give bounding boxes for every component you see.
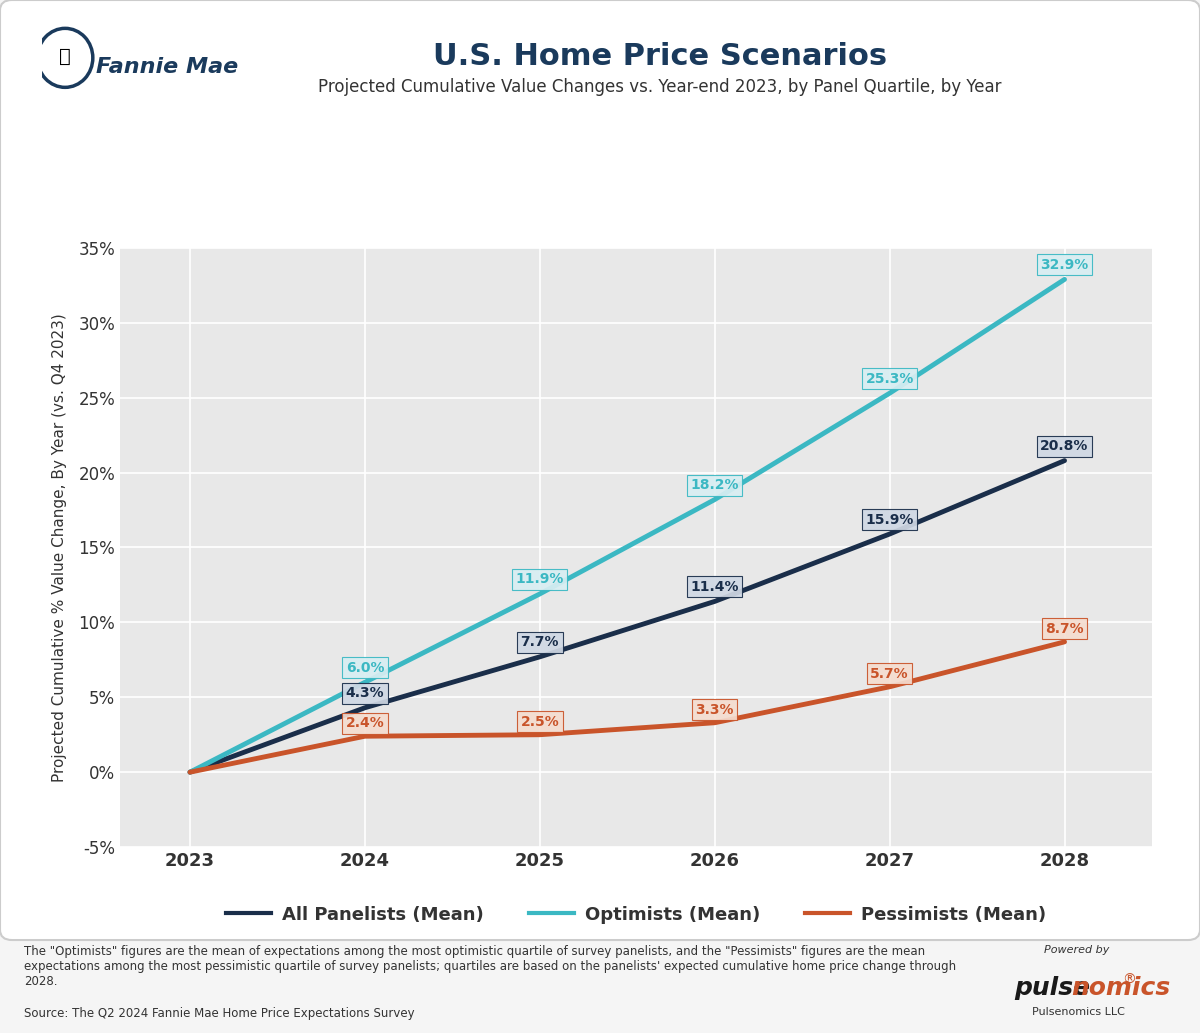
Text: Fannie Mae: Fannie Mae [96,57,239,77]
Text: 2.4%: 2.4% [346,716,384,730]
Text: 7.7%: 7.7% [521,635,559,650]
Text: Projected Cumulative Value Changes vs. Year-end 2023, by Panel Quartile, by Year: Projected Cumulative Value Changes vs. Y… [318,77,1002,96]
Y-axis label: Projected Cumulative % Value Change, By Year (vs. Q4 2023): Projected Cumulative % Value Change, By … [53,313,67,782]
Text: Powered by: Powered by [1044,945,1109,956]
Text: 18.2%: 18.2% [690,478,739,492]
Text: Pulsenomics LLC: Pulsenomics LLC [1032,1007,1124,1018]
Text: 11.4%: 11.4% [690,580,739,594]
Text: 6.0%: 6.0% [346,661,384,675]
Text: 8.7%: 8.7% [1045,622,1084,636]
Text: 32.9%: 32.9% [1040,258,1088,272]
Text: 11.9%: 11.9% [516,572,564,587]
Text: 25.3%: 25.3% [865,372,914,385]
Text: The "Optimists" figures are the mean of expectations among the most optimistic q: The "Optimists" figures are the mean of … [24,945,956,989]
Text: U.S. Home Price Scenarios: U.S. Home Price Scenarios [433,42,887,71]
Text: Source: The Q2 2024 Fannie Mae Home Price Expectations Survey: Source: The Q2 2024 Fannie Mae Home Pric… [24,1007,415,1021]
Text: 2.5%: 2.5% [521,715,559,728]
Text: 15.9%: 15.9% [865,512,914,527]
Legend: All Panelists (Mean), Optimists (Mean), Pessimists (Mean): All Panelists (Mean), Optimists (Mean), … [218,899,1054,931]
Text: 🏠: 🏠 [59,46,71,66]
Text: nomics: nomics [1072,976,1171,1000]
Text: pulse: pulse [1014,976,1090,1000]
Text: 5.7%: 5.7% [870,666,908,681]
Text: 4.3%: 4.3% [346,686,384,700]
Text: 20.8%: 20.8% [1040,439,1088,453]
Text: ®: ® [1122,973,1136,988]
Text: 3.3%: 3.3% [696,702,734,717]
